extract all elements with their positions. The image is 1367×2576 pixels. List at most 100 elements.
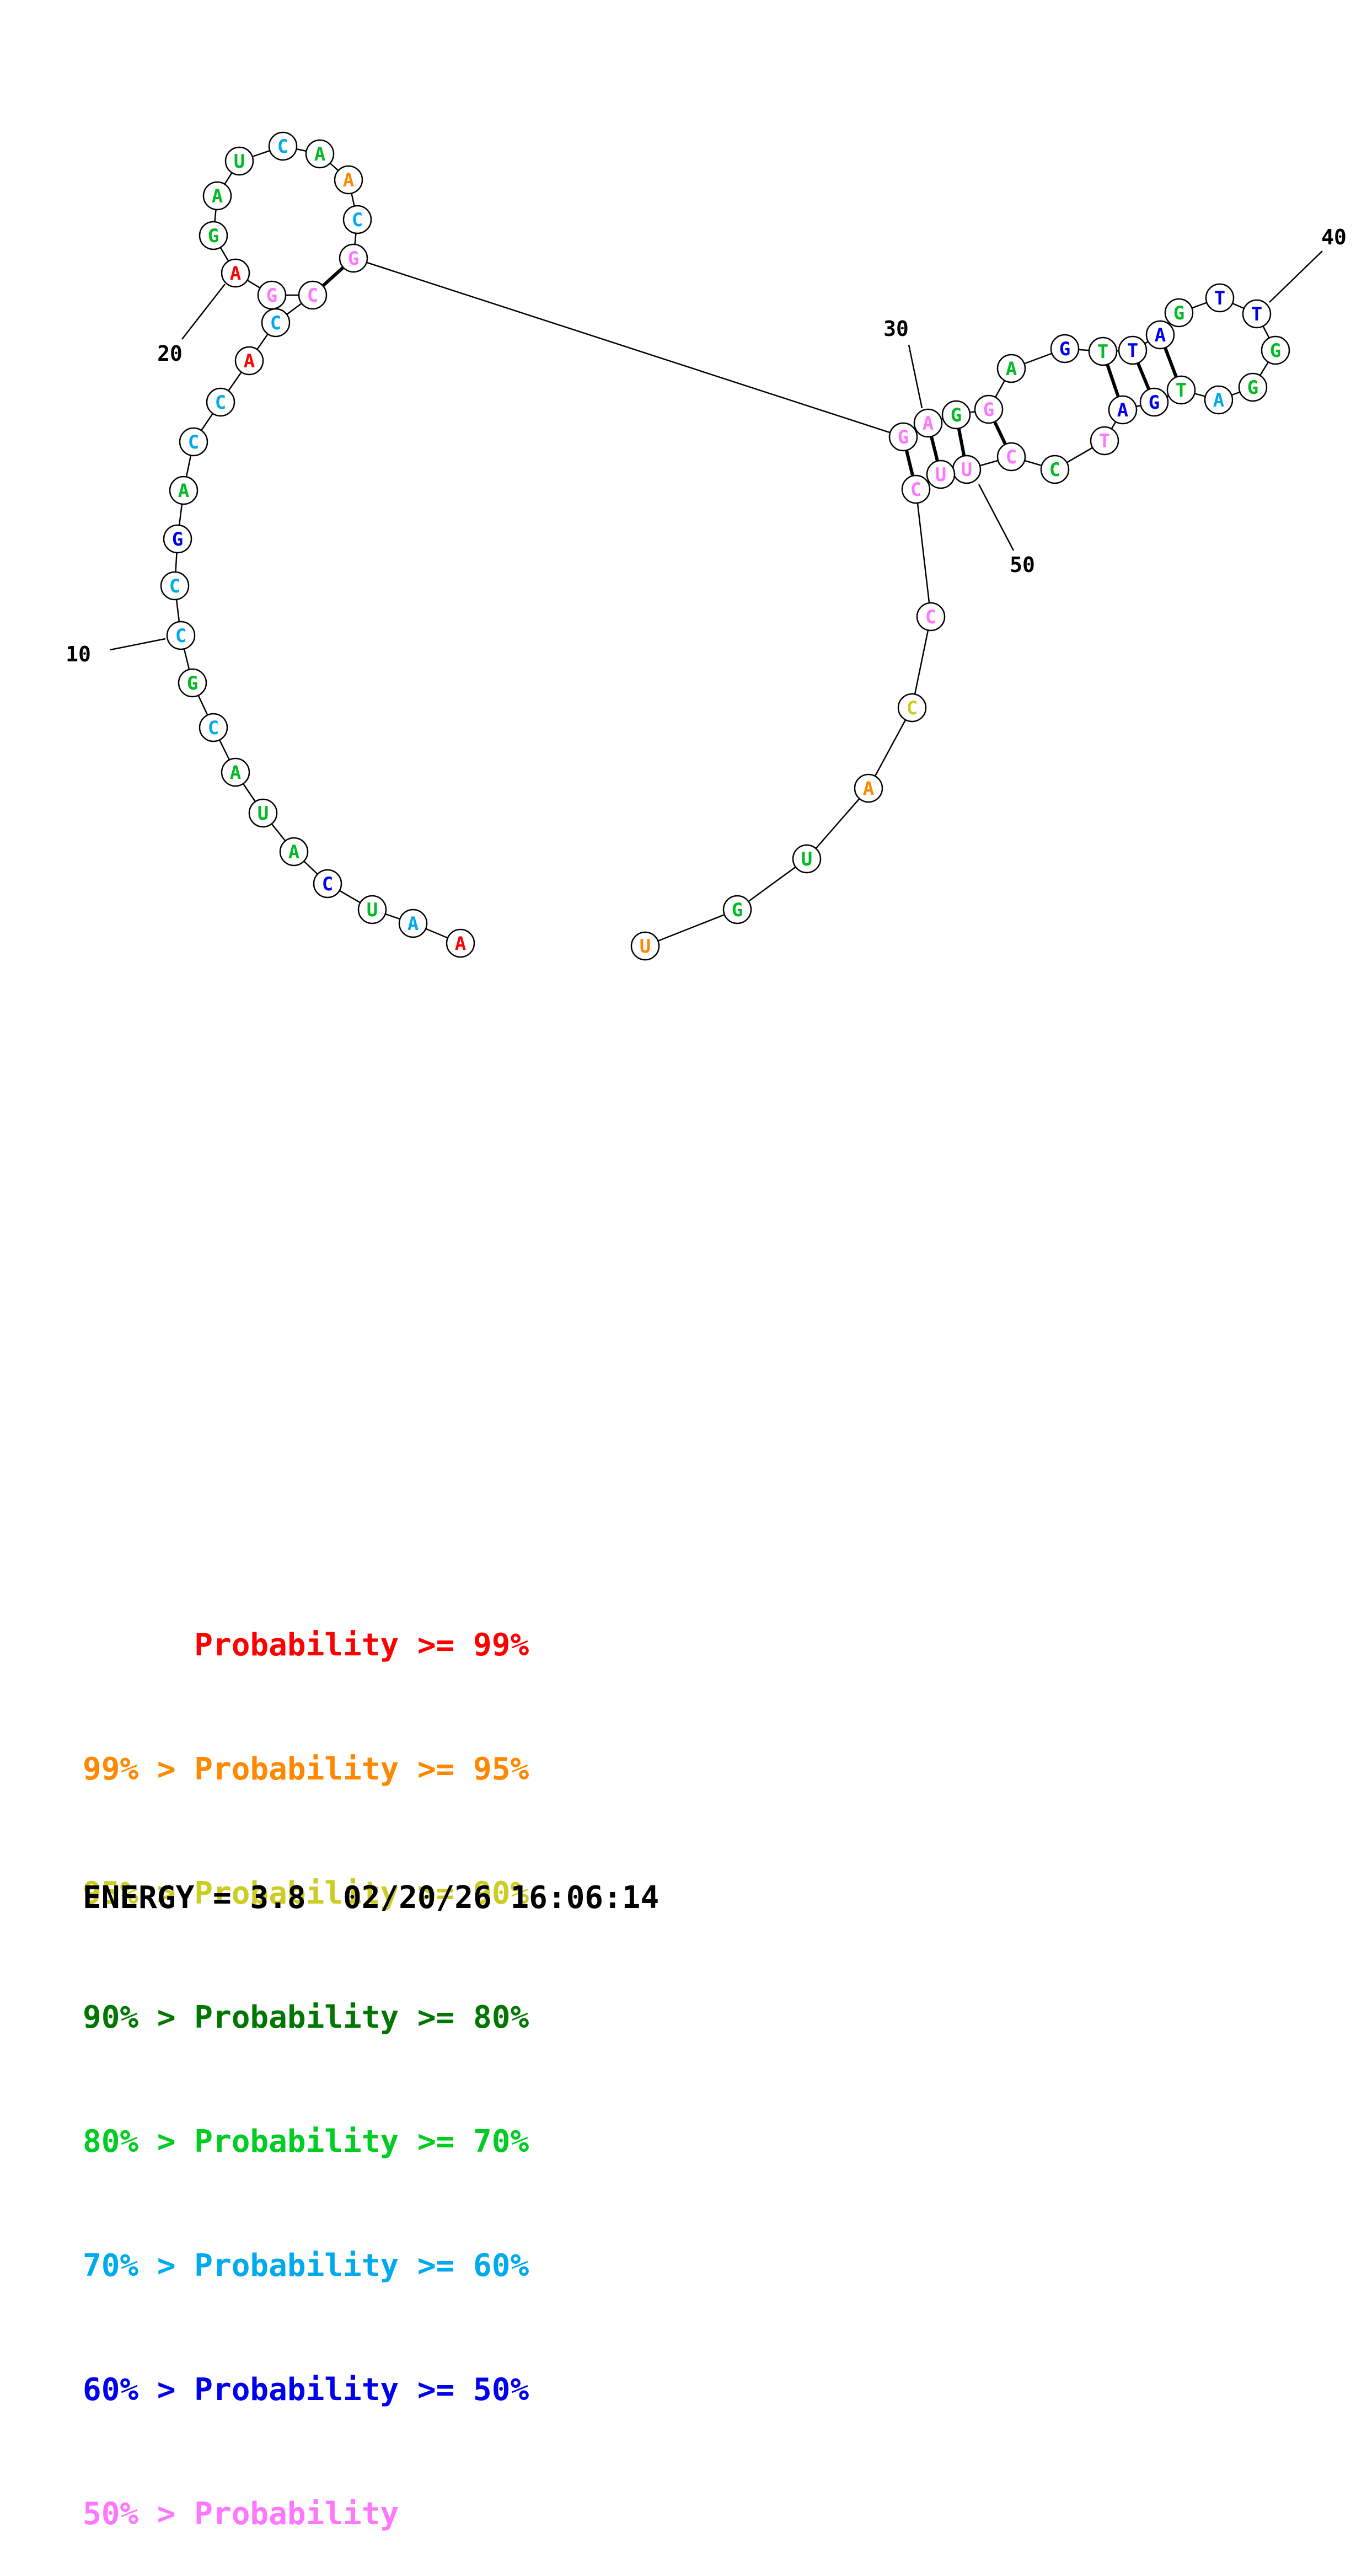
nucleotide-letter: C <box>352 209 363 231</box>
nucleotide-letter: C <box>208 717 219 739</box>
nucleotide: A <box>221 757 250 787</box>
nucleotide-letter: U <box>801 848 812 870</box>
nucleotide: A <box>913 408 943 438</box>
nucleotide-letter: G <box>951 404 962 426</box>
nucleotide: U <box>952 455 982 484</box>
nucleotide-letter: C <box>907 697 918 719</box>
nucleotide-circle <box>178 668 207 698</box>
nucleotide-circle <box>163 524 192 554</box>
label-leader-line <box>978 484 1015 551</box>
nucleotide-circle <box>446 928 475 958</box>
nucleotide: A <box>398 908 428 938</box>
nucleotide-circle <box>996 442 1026 472</box>
nucleotide-letter: U <box>258 803 269 825</box>
nucleotide: A <box>169 475 199 505</box>
nucleotide-letter: G <box>1173 302 1184 324</box>
nucleotide-letter: A <box>244 350 255 372</box>
nucleotide-letter: G <box>172 528 183 551</box>
nucleotide: U <box>224 146 254 176</box>
nucleotide-letter: A <box>923 413 934 435</box>
nucleotide: A <box>854 773 883 803</box>
nucleotide: G <box>941 400 971 430</box>
nucleotide-letter: T <box>1097 341 1108 363</box>
nucleotide-letter: U <box>234 151 245 173</box>
legend-row: 90% > Probability >= 80% <box>83 2000 529 2035</box>
nucleotide-circle <box>1205 283 1235 313</box>
nucleotide-circle <box>974 394 1004 424</box>
nucleotide-circle <box>996 354 1026 383</box>
nucleotide-circle <box>334 165 363 195</box>
nucleotide-circle <box>854 773 883 803</box>
nucleotide: C <box>996 442 1026 472</box>
nucleotide-circle <box>234 346 264 376</box>
nucleotide: C <box>179 427 208 457</box>
nucleotide-letter: G <box>1149 392 1160 414</box>
nucleotide-letter: A <box>408 913 419 935</box>
legend-row: 99% > Probability >= 95% <box>83 1751 529 1787</box>
nucleotide: U <box>357 895 387 924</box>
nucleotide: G <box>199 221 228 250</box>
nucleotide: C <box>166 621 196 650</box>
backbone-segment <box>915 489 932 617</box>
nucleotide: G <box>1238 372 1268 402</box>
nucleotide-circle <box>357 895 387 924</box>
nucleotide-circle <box>202 181 232 211</box>
nucleotide: C <box>298 280 328 310</box>
nucleotide-letter: T <box>1251 303 1262 325</box>
probability-legend: Probability >= 99% 99% > Probability >= … <box>83 1542 529 2576</box>
nucleotide: G <box>257 280 287 310</box>
legend-row: 60% > Probability >= 50% <box>83 2372 529 2408</box>
backbone-lines <box>174 145 1277 947</box>
nucleotide-circle <box>901 474 931 504</box>
nucleotide: C <box>206 387 235 417</box>
nucleotide-letter: A <box>1213 389 1224 411</box>
nucleotide: G <box>178 668 207 698</box>
nucleotide: G <box>1261 335 1290 365</box>
nucleotide: C <box>268 131 298 161</box>
nucleotide: C <box>199 713 228 742</box>
nucleotide: U <box>792 844 822 874</box>
nucleotide-circle <box>916 602 946 632</box>
nucleotide-circle <box>792 844 822 874</box>
nucleotide-circle <box>398 908 428 938</box>
legend-row: Probability >= 99% <box>83 1627 529 1663</box>
nucleotide: C <box>160 571 190 601</box>
nucleotide-letter: T <box>1214 287 1225 309</box>
nucleotide-letter: A <box>230 762 241 784</box>
nucleotide-circle <box>199 221 228 250</box>
nucleotide: G <box>1164 298 1194 328</box>
nucleotide: T <box>1166 375 1196 405</box>
nucleotide: T <box>1090 426 1119 456</box>
nucleotide-circle <box>339 243 368 273</box>
nucleotide-circle <box>313 869 342 899</box>
nucleotide-circle <box>1238 372 1268 402</box>
energy-text: ENERGY = 3.8 02/20/26 16:06:14 <box>83 1880 660 1916</box>
nucleotide: A <box>279 837 309 867</box>
nucleotide-letter: C <box>322 873 333 895</box>
nucleotide-circle <box>1088 336 1118 366</box>
nucleotide-circle <box>913 408 943 438</box>
nucleotide-circle <box>722 895 752 924</box>
nucleotide-letter: A <box>863 778 874 800</box>
nucleotide: C <box>901 474 931 504</box>
nucleotide-circle <box>199 713 228 742</box>
nucleotide-letter: A <box>1006 358 1017 380</box>
label-leader-line <box>1269 250 1323 303</box>
nucleotide-letter: A <box>1155 324 1166 346</box>
nucleotide-circle <box>630 931 660 961</box>
nucleotide-circle <box>1166 375 1196 405</box>
nucleotide-letter: C <box>215 392 226 414</box>
nucleotide-letter: T <box>1176 380 1187 402</box>
nucleotide-letter: G <box>187 672 198 694</box>
nucleotide: A <box>1108 395 1138 425</box>
nucleotide-circle <box>926 459 956 489</box>
nucleotide-circle <box>897 693 927 723</box>
nucleotide-letter: A <box>1117 399 1128 421</box>
nucleotide-circle <box>1108 395 1138 425</box>
backbone-segment <box>911 616 932 708</box>
nucleotide-letter: G <box>732 899 743 921</box>
nucleotide-letter: C <box>1006 446 1017 468</box>
nucleotide: G <box>974 394 1004 424</box>
nucleotide-letter: G <box>208 225 219 247</box>
nucleotide: T <box>1205 283 1235 313</box>
